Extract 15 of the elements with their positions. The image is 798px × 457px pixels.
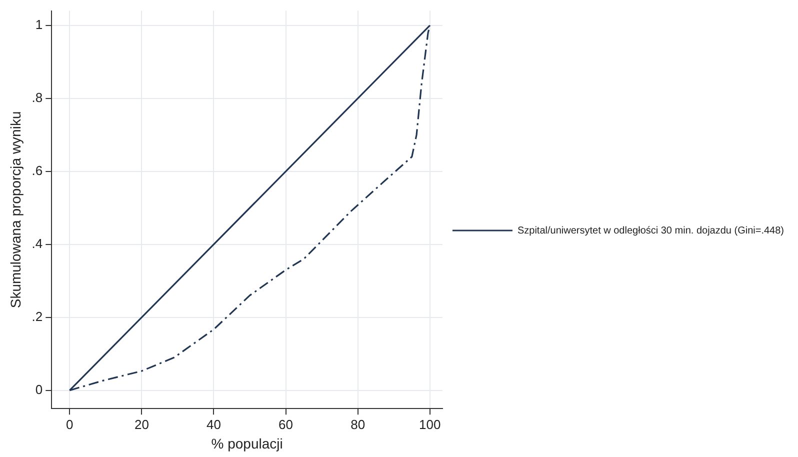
x-tick-label: 100 [419,416,441,432]
y-tick-label: .2 [32,308,43,324]
y-tick-label: .4 [32,236,43,251]
x-tick-label: 40 [206,416,221,432]
y-axis-title: Skumulowana proporcja wyniku [7,111,24,308]
x-axis-title: % populacji [211,435,283,452]
y-tick-label: .8 [32,90,43,105]
x-tick-label: 20 [134,416,149,432]
y-tick-label: 1 [35,16,43,32]
x-tick-label: 60 [278,416,294,432]
y-tick-label: 0 [35,382,43,397]
x-tick-label: 80 [350,416,366,432]
x-tick-label: 0 [66,416,74,432]
y-tick-label: .6 [32,162,43,178]
text: Szpital/uniwersytet w odległości 30 min. dojazdu (Gini=.448) [517,225,784,236]
